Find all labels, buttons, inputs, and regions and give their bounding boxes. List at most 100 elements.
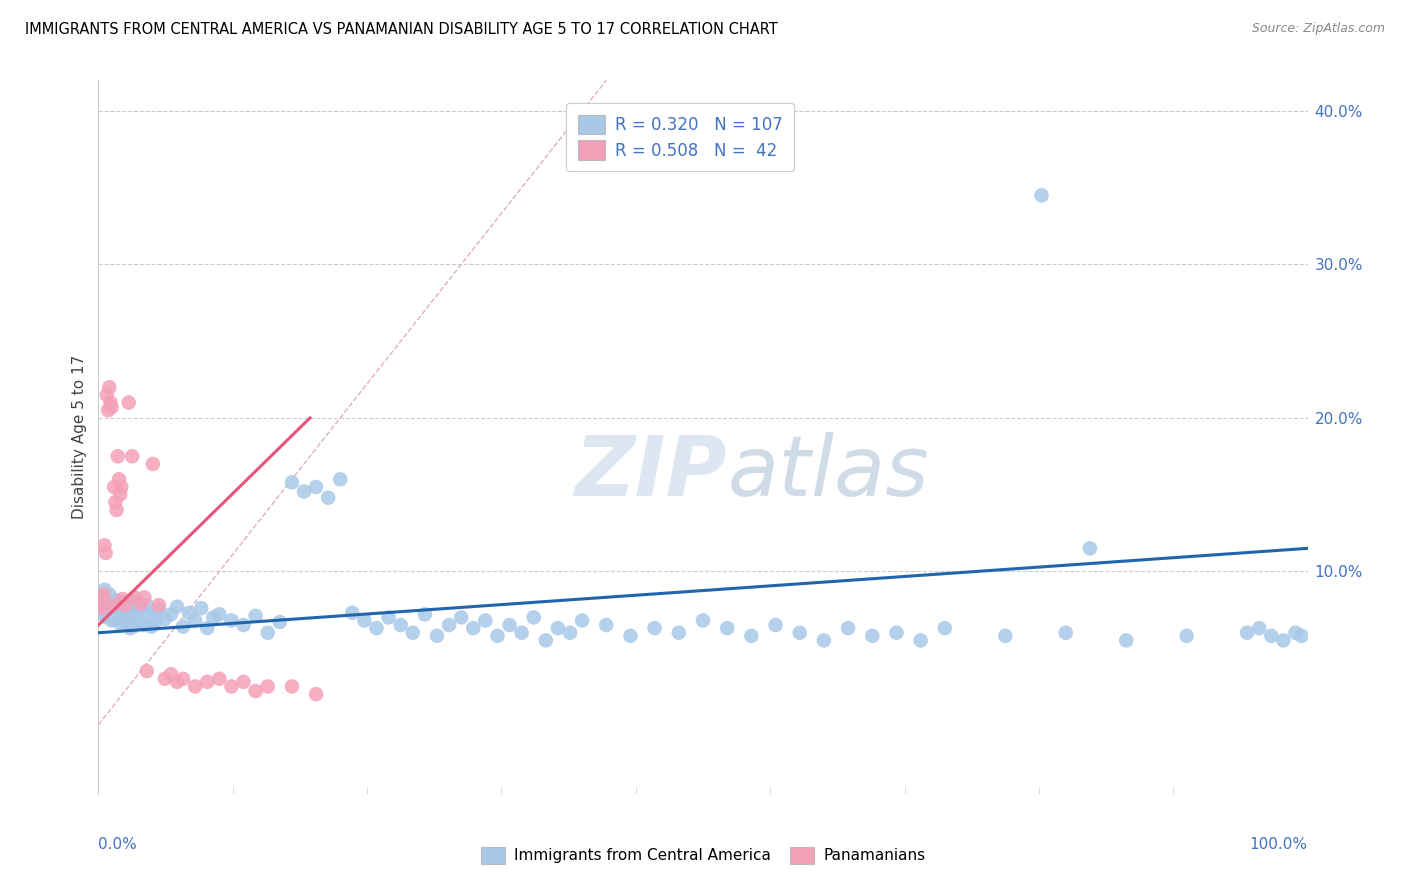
Point — [437, 618, 460, 632]
Point — [138, 608, 160, 623]
Point — [292, 484, 315, 499]
Point — [108, 472, 131, 486]
Point — [153, 612, 176, 626]
Point — [450, 610, 472, 624]
Point — [342, 606, 364, 620]
Point — [96, 388, 118, 402]
Text: ZIP: ZIP — [575, 433, 727, 513]
Point — [114, 598, 136, 612]
Point — [104, 495, 127, 509]
Point — [245, 684, 267, 698]
Point — [100, 400, 122, 414]
Point — [111, 606, 134, 620]
Point — [141, 619, 163, 633]
Point — [498, 618, 520, 632]
Point — [118, 395, 141, 409]
Point — [269, 615, 291, 629]
Point — [91, 587, 114, 601]
Point — [208, 607, 231, 622]
Point — [221, 614, 243, 628]
Point — [886, 625, 908, 640]
Point — [860, 629, 883, 643]
Point — [160, 667, 183, 681]
Point — [105, 593, 128, 607]
Point — [1291, 629, 1313, 643]
Point — [1175, 629, 1198, 643]
Point — [281, 680, 304, 694]
Point — [103, 480, 125, 494]
Point — [148, 603, 170, 617]
Point — [486, 629, 509, 643]
Point — [91, 601, 114, 615]
Point — [121, 599, 143, 614]
Point — [523, 610, 546, 624]
Point — [107, 450, 129, 464]
Point — [195, 621, 218, 635]
Point — [1260, 629, 1282, 643]
Point — [94, 546, 117, 560]
Point — [1249, 621, 1271, 635]
Point — [195, 674, 218, 689]
Point — [93, 582, 115, 597]
Point — [124, 591, 146, 605]
Point — [1284, 625, 1306, 640]
Point — [595, 618, 617, 632]
Point — [366, 621, 388, 635]
Point — [110, 618, 132, 632]
Point — [101, 598, 124, 612]
Point — [110, 480, 132, 494]
Text: IMMIGRANTS FROM CENTRAL AMERICA VS PANAMANIAN DISABILITY AGE 5 TO 17 CORRELATION: IMMIGRANTS FROM CENTRAL AMERICA VS PANAM… — [25, 22, 778, 37]
Point — [104, 612, 127, 626]
Point — [474, 614, 496, 628]
Y-axis label: Disability Age 5 to 17: Disability Age 5 to 17 — [72, 355, 87, 519]
Point — [166, 599, 188, 614]
Point — [127, 607, 149, 622]
Point — [402, 625, 425, 640]
Point — [668, 625, 690, 640]
Point — [112, 598, 135, 612]
Point — [910, 633, 932, 648]
Point — [89, 591, 111, 605]
Point — [128, 615, 150, 629]
Point — [413, 607, 436, 622]
Point — [256, 680, 278, 694]
Point — [232, 674, 254, 689]
Point — [534, 633, 557, 648]
Point — [105, 503, 128, 517]
Point — [121, 450, 143, 464]
Point — [281, 475, 304, 490]
Point — [148, 598, 170, 612]
Point — [97, 599, 120, 614]
Point — [101, 598, 124, 612]
Point — [94, 592, 117, 607]
Point — [547, 621, 569, 635]
Point — [120, 608, 142, 623]
Point — [100, 395, 122, 409]
Point — [107, 603, 129, 617]
Point — [135, 598, 157, 612]
Point — [134, 591, 156, 605]
Point — [143, 606, 166, 620]
Point — [145, 614, 167, 628]
Legend: Immigrants from Central America, Panamanians: Immigrants from Central America, Panaman… — [472, 839, 934, 871]
Point — [91, 607, 114, 622]
Point — [172, 672, 194, 686]
Point — [134, 618, 156, 632]
Point — [1272, 633, 1295, 648]
Point — [1031, 188, 1053, 202]
Point — [692, 614, 714, 628]
Text: Source: ZipAtlas.com: Source: ZipAtlas.com — [1251, 22, 1385, 36]
Point — [184, 614, 207, 628]
Point — [118, 621, 141, 635]
Point — [96, 610, 118, 624]
Point — [91, 601, 114, 615]
Point — [90, 597, 112, 611]
Point — [124, 595, 146, 609]
Point — [89, 591, 111, 605]
Point — [118, 601, 141, 615]
Point — [114, 615, 136, 629]
Point — [221, 680, 243, 694]
Text: 0.0%: 0.0% — [98, 837, 138, 852]
Point — [135, 664, 157, 678]
Point — [644, 621, 666, 635]
